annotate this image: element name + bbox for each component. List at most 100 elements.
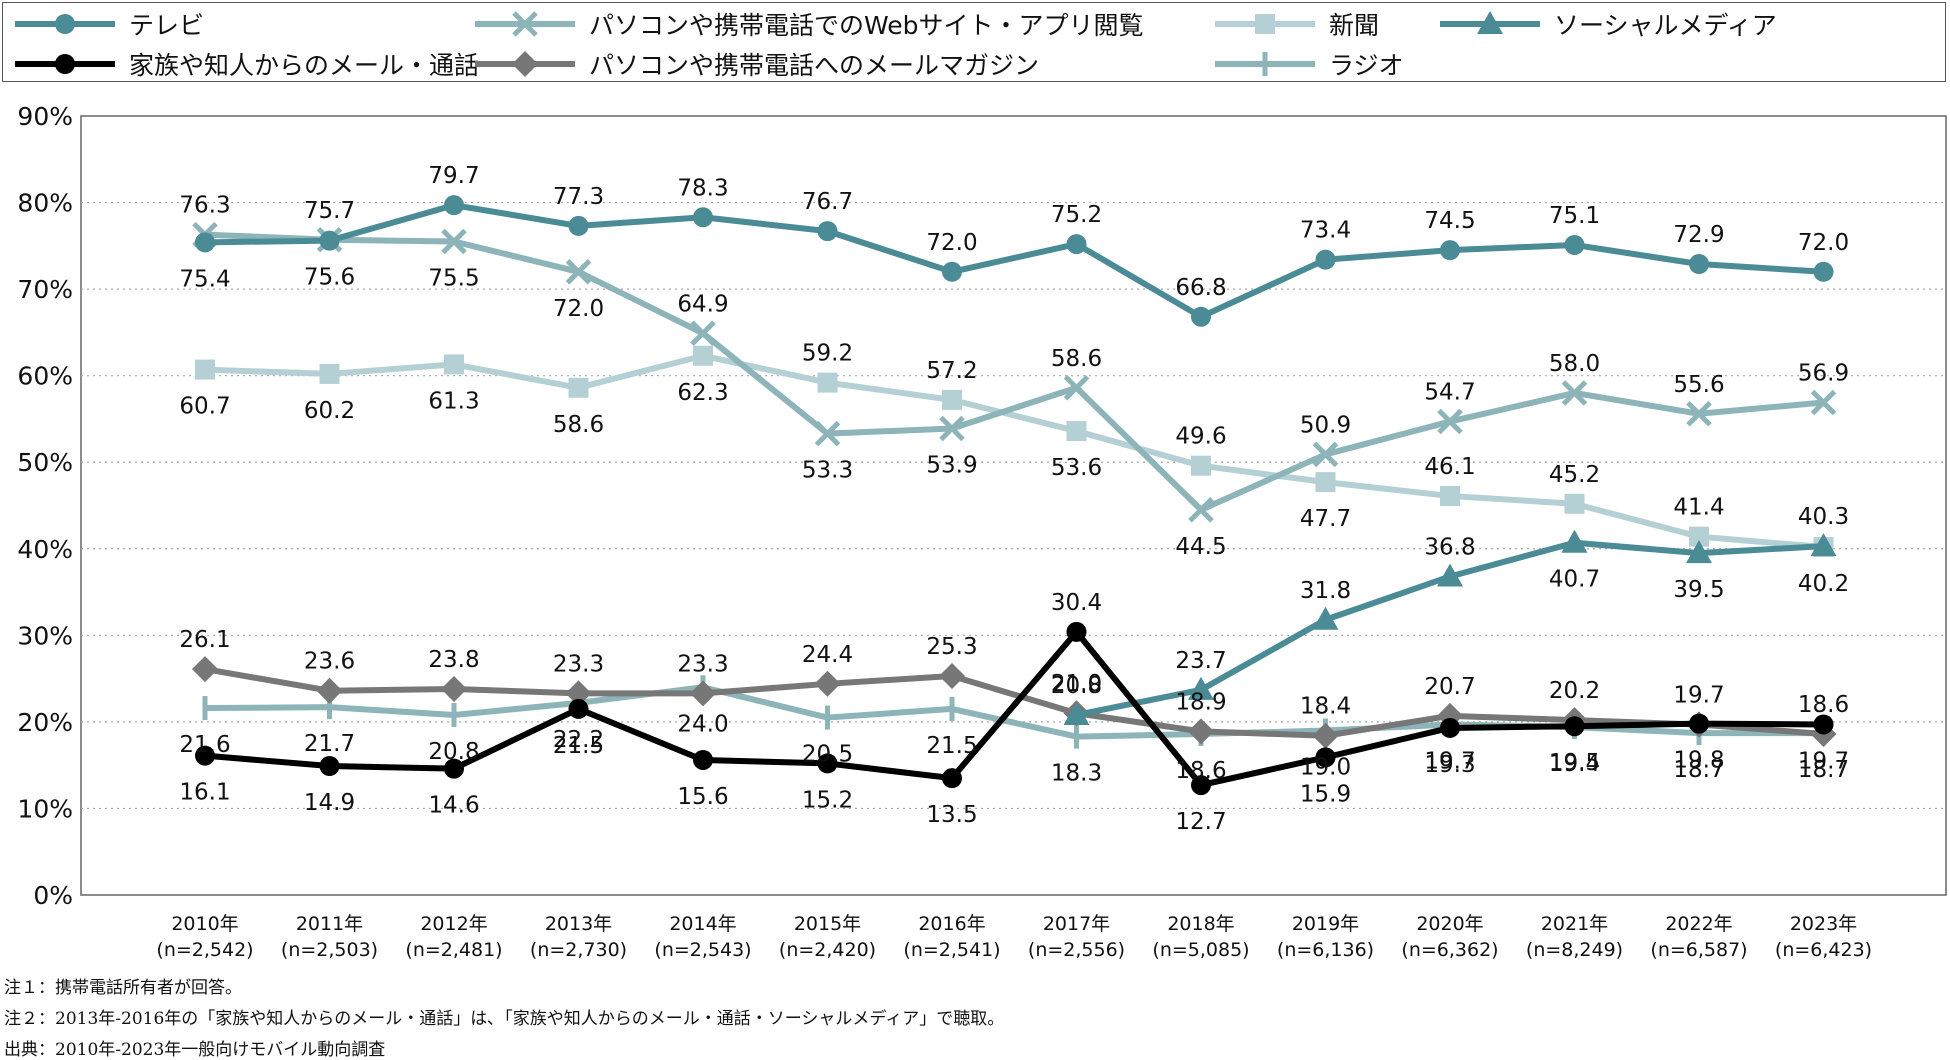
plot-frame: [80, 115, 1947, 896]
data-label: 21.5: [553, 733, 604, 759]
data-label: 20.8: [428, 739, 479, 765]
data-point: [1066, 421, 1087, 442]
x-tick-label: 2020年: [1416, 913, 1483, 935]
data-label: 57.2: [926, 358, 977, 384]
x-tick-label: 2014年: [669, 913, 736, 935]
data-point: [565, 680, 592, 707]
data-point: [1561, 529, 1588, 553]
data-label: 19.7: [1424, 748, 1475, 774]
data-point: [1440, 717, 1460, 738]
legend-marker: [55, 54, 75, 74]
y-tick-label: 50%: [17, 448, 73, 477]
data-label: 60.2: [304, 398, 355, 424]
data-label: 19.4: [1549, 751, 1600, 777]
source-note: 出典：2010年-2023年一般向けモバイル動向調査: [4, 1040, 386, 1060]
data-point: [942, 261, 962, 282]
data-label: 76.3: [179, 193, 230, 219]
data-label: 21.0: [1051, 671, 1102, 697]
data-label: 75.1: [1549, 203, 1600, 229]
data-label: 49.6: [1175, 424, 1226, 450]
legend-item: パソコンや携帯電話へのメールマガジン: [475, 47, 1039, 81]
data-label: 24.4: [802, 642, 853, 668]
data-label: 55.6: [1673, 372, 1724, 398]
square-marker-icon: [1215, 14, 1315, 34]
data-point: [1813, 714, 1834, 735]
legend-label: 新聞: [1329, 11, 1380, 40]
data-label: 23.8: [428, 647, 479, 673]
x-tick-label: 2010年: [171, 913, 238, 935]
data-point: [1312, 606, 1339, 630]
data-label: 62.3: [677, 380, 728, 406]
data-label: 19.3: [1424, 752, 1475, 778]
data-point: [1564, 716, 1585, 737]
data-label: 75.5: [428, 266, 479, 292]
series-line: [204, 628, 1824, 789]
data-point: [1689, 526, 1709, 547]
data-point: [568, 377, 589, 398]
data-point: [1813, 261, 1834, 282]
data-label: 18.9: [1175, 689, 1226, 715]
data-label: 19.5: [1549, 750, 1600, 776]
data-label: 16.1: [179, 780, 230, 806]
data-point: [942, 768, 962, 789]
data-point: [1063, 375, 1090, 401]
x-tick-label: 2017年: [1043, 913, 1110, 935]
data-point: [693, 207, 713, 228]
data-point: [1312, 722, 1339, 749]
data-point: [939, 415, 965, 442]
data-label: 24.0: [677, 711, 728, 737]
x-tick-label: 2013年: [545, 913, 612, 935]
data-label: 79.7: [428, 163, 479, 189]
data-point: [1066, 621, 1087, 642]
data-label: 44.5: [1175, 534, 1226, 560]
data-label: 78.3: [677, 175, 728, 201]
data-point: [444, 354, 464, 375]
data-label: 23.3: [553, 651, 604, 677]
legend-item: ソーシャルメディア: [1440, 7, 1777, 41]
data-point: [319, 230, 340, 251]
data-point: [195, 745, 215, 766]
data-point: [1437, 563, 1463, 587]
data-point: [1315, 472, 1336, 493]
x-tick-label: 2019年: [1292, 913, 1359, 935]
data-point: [1686, 540, 1712, 564]
data-label: 53.6: [1051, 455, 1102, 481]
data-label: 40.7: [1549, 567, 1600, 593]
data-point: [942, 389, 962, 410]
data-label: 19.0: [1300, 755, 1351, 781]
x-tick-label: 2016年: [918, 913, 985, 935]
data-point: [1066, 234, 1087, 255]
data-label: 58.0: [1549, 351, 1600, 377]
data-label: 15.2: [802, 787, 853, 813]
data-point: [441, 675, 467, 702]
data-point: [1440, 485, 1460, 506]
x-tick-sublabel: (n=2,503): [281, 939, 378, 960]
y-tick-label: 60%: [17, 362, 73, 391]
data-point: [1686, 400, 1712, 427]
data-label: 31.8: [1300, 578, 1351, 604]
legend-marker: [512, 51, 538, 77]
data-point: [1063, 701, 1090, 725]
x-tick-sublabel: (n=2,541): [903, 939, 1000, 960]
data-label: 58.6: [553, 412, 604, 438]
diamond-marker-icon: [475, 51, 575, 77]
legend-label: ラジオ: [1329, 51, 1404, 80]
data-label: 14.9: [304, 790, 355, 816]
legend-item: ラジオ: [1215, 47, 1404, 81]
x-tick-sublabel: (n=2,542): [156, 939, 253, 960]
triangle-marker-icon: [1440, 11, 1540, 34]
data-label: 36.8: [1424, 534, 1475, 560]
data-point: [1188, 718, 1214, 745]
legend-item: 新聞: [1215, 7, 1379, 41]
data-label: 20.7: [1424, 674, 1475, 700]
data-point: [690, 320, 716, 347]
x-tick-sublabel: (n=2,556): [1028, 939, 1125, 960]
legend-marker: [1477, 11, 1503, 34]
data-label: 21.5: [926, 733, 977, 759]
data-label: 19.8: [1673, 748, 1724, 774]
data-point: [1561, 380, 1588, 406]
plus-marker-icon: [1215, 52, 1315, 76]
x-tick-sublabel: (n=2,420): [779, 939, 876, 960]
legend-label: パソコンや携帯電話でのWebサイト・アプリ閲覧: [589, 11, 1144, 40]
data-point: [817, 221, 838, 242]
